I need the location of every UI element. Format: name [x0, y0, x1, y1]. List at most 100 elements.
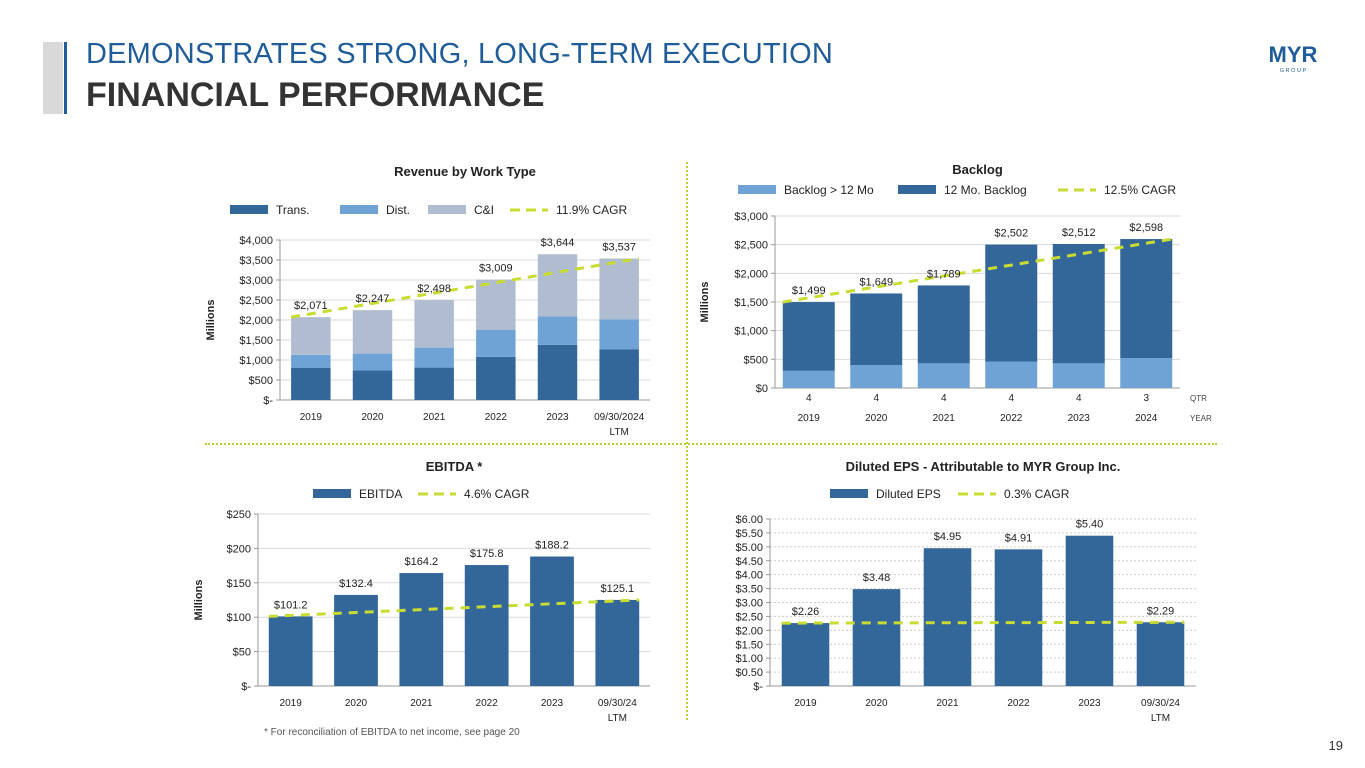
bar-12-mo-backlog	[1052, 243, 1105, 364]
quarter-row-label: QTR	[1190, 394, 1207, 403]
legend-label: Dist.	[386, 203, 410, 217]
x-tick-label: 09/30/24	[1141, 698, 1180, 709]
year-row-label: YEAR	[1190, 414, 1212, 423]
quarter-label: 4	[1076, 393, 1082, 404]
cagr-trend-line	[782, 237, 1173, 304]
x-tick-label: 2022	[485, 412, 508, 423]
y-tick-label: $200	[227, 543, 251, 555]
x-tick-label: 09/30/24	[598, 698, 637, 709]
x-tick-label: 2019	[794, 698, 817, 709]
data-label: $2,071	[294, 300, 328, 312]
bar-trans	[599, 349, 639, 400]
y-tick-label: $100	[227, 612, 251, 624]
data-label: $2,498	[417, 283, 451, 295]
quadrant-divider-horizontal	[205, 443, 1217, 445]
y-tick-label: $5.50	[735, 528, 763, 540]
bar-dist	[352, 353, 393, 371]
legend-swatch	[230, 205, 268, 214]
revenue-chart: Revenue by Work Type Millions $- $500 $1,000…	[205, 164, 650, 438]
legend-label: 0.3% CAGR	[1004, 487, 1070, 501]
data-label: $2,502	[994, 228, 1028, 240]
y-axis-label: Millions	[193, 580, 205, 621]
myr-group-logo: MYR G R O U P	[1269, 42, 1318, 74]
y-tick-label: $5.00	[735, 542, 763, 554]
quarter-label: 4	[941, 393, 947, 404]
y-tick-label: $2,500	[734, 240, 768, 252]
y-tick-label: $0.50	[735, 667, 763, 679]
data-label: $2.29	[1147, 605, 1175, 617]
x-tick-label: 09/30/2024	[594, 412, 644, 423]
y-tick-label: $4.50	[735, 556, 763, 568]
bar-12-mo-backlog	[917, 285, 970, 364]
data-label: $188.2	[535, 540, 569, 552]
backlog-chart: Backlog Millions $0 $500 $1,000 $1,500 $2,000 $…	[699, 162, 1212, 424]
x-tick-label: 2024	[1135, 413, 1158, 424]
y-tick-label: $2,000	[734, 268, 768, 280]
y-tick-label: $1,500	[239, 335, 273, 347]
x-tick-label: 2023	[1068, 413, 1091, 424]
bar-ebitda	[464, 565, 509, 686]
bar-c-i	[352, 310, 393, 354]
chart-title: Backlog	[952, 162, 1003, 177]
data-label: $4.91	[1005, 532, 1033, 544]
bar-12-mo-backlog	[782, 302, 835, 371]
bar-c-i	[291, 317, 331, 355]
page-number: 19	[1328, 738, 1343, 753]
bar-c-i	[476, 279, 516, 330]
x-tick-label: 2020	[865, 698, 888, 709]
legend-swatch	[898, 185, 936, 194]
data-label: $125.1	[601, 583, 635, 595]
y-tick-label: $0	[756, 383, 768, 395]
data-label: $175.8	[470, 548, 504, 560]
title-accent-line	[64, 42, 67, 114]
x-tick-label: 2021	[410, 698, 433, 709]
y-tick-label: $-	[753, 681, 763, 693]
legend-label: Trans.	[276, 203, 310, 217]
y-tick-label: $3.00	[735, 598, 763, 610]
bar-trans	[476, 356, 516, 400]
data-label: $2.26	[792, 606, 820, 618]
x-tick-label: 2022	[1007, 698, 1030, 709]
legend-swatch	[340, 205, 378, 214]
x-tick-label: 2023	[1078, 698, 1101, 709]
y-tick-label: $1.50	[735, 639, 763, 651]
legend-swatch	[428, 205, 466, 214]
legend-label: 12 Mo. Backlog	[944, 183, 1027, 197]
data-label: $1,789	[927, 268, 961, 280]
data-label: $3,009	[479, 263, 513, 275]
data-label: $4.95	[934, 531, 962, 543]
footnote: * For reconciliation of EBITDA to net in…	[264, 727, 520, 738]
chart-title: EBITDA *	[426, 459, 484, 474]
y-tick-label: $1,000	[734, 326, 768, 338]
y-axis-label: Millions	[699, 282, 711, 323]
legend-label: 4.6% CAGR	[464, 487, 530, 501]
y-tick-label: $50	[233, 647, 251, 659]
x-tick-sublabel: LTM	[1151, 713, 1170, 724]
y-tick-label: $3,000	[734, 211, 768, 223]
bar-diluted-eps	[1065, 535, 1114, 686]
bar-c-i	[414, 300, 454, 348]
x-tick-label: 2022	[1000, 413, 1023, 424]
bar-trans	[291, 368, 331, 400]
y-tick-label: $3,500	[239, 255, 273, 267]
x-tick-label: 2023	[546, 412, 569, 423]
ebitda-chart: EBITDA * Millions $- $50 $100 $150 $200 $250 $10…	[193, 459, 650, 724]
data-label: $2,512	[1062, 227, 1096, 239]
cagr-trend-line	[781, 620, 1185, 625]
y-tick-label: $2,000	[239, 315, 273, 327]
bar-backlog-12-mo	[1052, 363, 1105, 388]
legend-label: Diluted EPS	[876, 487, 941, 501]
data-label: $5.40	[1076, 519, 1104, 531]
data-label: $3,537	[602, 242, 636, 254]
data-label: $3.48	[863, 572, 891, 584]
x-tick-sublabel: LTM	[608, 713, 627, 724]
data-label: $1,649	[859, 276, 893, 288]
x-tick-label: 2022	[476, 698, 499, 709]
bar-diluted-eps	[923, 548, 972, 686]
y-axis-label: Millions	[205, 300, 217, 341]
page-title: FINANCIAL PERFORMANCE	[86, 76, 545, 114]
bar-12-mo-backlog	[1120, 239, 1173, 359]
bar-diluted-eps	[994, 549, 1043, 686]
bar-backlog-12-mo	[850, 365, 903, 388]
bar-diluted-eps	[1136, 622, 1185, 686]
